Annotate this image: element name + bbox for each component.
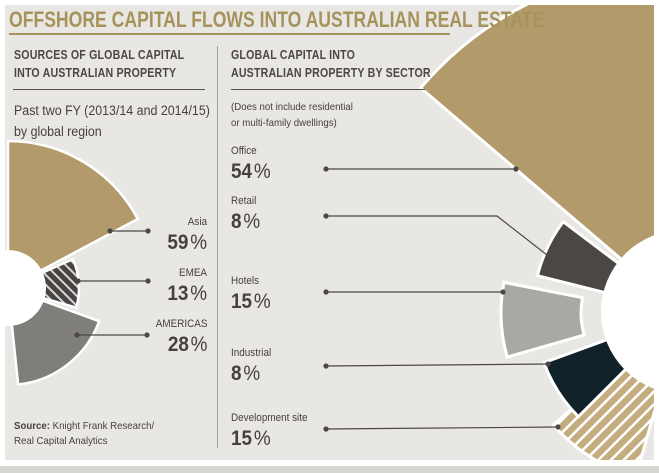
wedge-hotels xyxy=(499,280,586,359)
label-asia-value: 59 xyxy=(167,231,189,254)
leader-dot-americas xyxy=(144,332,150,338)
label-development-site-suffix: % xyxy=(253,427,271,450)
label-office: Office 54% xyxy=(231,145,275,183)
label-hotels-value: 15 xyxy=(231,290,253,313)
note-line2: or multi-family dwellings) xyxy=(231,117,337,129)
leader-line-development-site xyxy=(325,426,559,430)
note-line1: (Does not include residential xyxy=(231,101,353,113)
label-development-site-value: 15 xyxy=(231,427,253,450)
label-americas-value: 28 xyxy=(167,333,189,356)
right-chart-note: (Does not include residential or multi-f… xyxy=(231,99,364,131)
leader-dot-hotels xyxy=(500,289,506,295)
left-donut-hole xyxy=(5,250,46,326)
label-hotels-pct: 15% xyxy=(231,291,271,312)
label-office-suffix: % xyxy=(253,160,271,183)
page-edge xyxy=(0,466,659,473)
label-hotels-name: Hotels xyxy=(231,275,260,287)
leader-dot-office xyxy=(323,166,329,172)
source-line1: Source: Knight Frank Research/ xyxy=(14,419,154,434)
source-label: Source: xyxy=(14,420,50,432)
label-retail-pct: 8% xyxy=(231,211,260,232)
leader-dot-americas xyxy=(74,332,80,338)
leader-line-retail xyxy=(326,215,557,263)
label-development-site-name: Development site xyxy=(231,412,308,424)
source-line2: Real Capital Analytics xyxy=(14,435,108,447)
label-hotels: Hotels 15% xyxy=(231,275,275,313)
label-emea-value: 13 xyxy=(167,282,189,305)
label-hotels-suffix: % xyxy=(253,290,271,313)
leader-line-industrial xyxy=(325,363,549,367)
label-office-pct: 54% xyxy=(231,161,271,182)
label-retail-suffix: % xyxy=(243,210,261,233)
title-underline xyxy=(9,33,450,35)
label-office-name: Office xyxy=(231,145,257,157)
right-heading-line2: AUSTRALIAN PROPERTY BY SECTOR xyxy=(231,66,431,80)
right-panel-heading: GLOBAL CAPITAL INTO AUSTRALIAN PROPERTY … xyxy=(231,46,466,82)
subtitle-line1: Past two FY (2013/14 and 2014/15) xyxy=(14,103,210,118)
leader-dot-development-site xyxy=(555,424,561,430)
source-credit: Source: Knight Frank Research/ Real Capi… xyxy=(14,419,166,449)
label-office-value: 54 xyxy=(231,160,253,183)
label-asia-pct: 59% xyxy=(167,232,207,253)
left-heading-line1: SOURCES OF GLOBAL CAPITAL xyxy=(14,48,185,62)
leader-dot-industrial xyxy=(323,363,329,369)
label-retail: Retail 8% xyxy=(231,195,263,233)
leader-dot-development-site xyxy=(323,426,329,432)
leader-dot-emea xyxy=(145,278,151,284)
label-americas-name: AMERICAS xyxy=(155,318,207,330)
label-retail-value: 8 xyxy=(231,210,242,233)
wedge-asia xyxy=(6,139,140,273)
leader-dot-asia xyxy=(107,228,113,234)
left-panel-heading: SOURCES OF GLOBAL CAPITAL INTO AUSTRALIA… xyxy=(14,46,214,82)
left-heading-line2: INTO AUSTRALIAN PROPERTY xyxy=(14,66,177,80)
leader-dot-office xyxy=(513,166,519,172)
charts-svg xyxy=(5,5,654,460)
label-emea: EMEA 13% xyxy=(163,267,207,305)
label-development-site: Development site 15% xyxy=(231,412,316,450)
label-industrial-pct: 8% xyxy=(231,363,271,384)
leader-dot-asia xyxy=(145,228,151,234)
label-emea-name: EMEA xyxy=(178,267,207,279)
label-industrial-name: Industrial xyxy=(231,347,272,359)
label-retail-name: Retail xyxy=(231,195,257,207)
label-industrial-suffix: % xyxy=(243,362,261,385)
leader-dot-hotels xyxy=(323,289,329,295)
leader-dot-industrial xyxy=(545,361,551,367)
label-development-site-pct: 15% xyxy=(231,428,308,449)
infographic-card xyxy=(5,5,654,460)
leader-dot-emea xyxy=(75,278,81,284)
label-asia-suffix: % xyxy=(190,231,207,254)
leader-dot-retail xyxy=(553,259,559,265)
right-heading-line1: GLOBAL CAPITAL INTO xyxy=(231,48,356,62)
label-emea-suffix: % xyxy=(190,282,207,305)
label-americas-suffix: % xyxy=(190,333,207,356)
right-donut-hole xyxy=(601,235,654,389)
label-americas-pct: 28% xyxy=(155,334,207,355)
source-text1: Knight Frank Research/ xyxy=(52,420,155,432)
right-heading-rule xyxy=(231,89,425,90)
panel-divider xyxy=(217,46,218,448)
left-chart-subtitle: Past two FY (2013/14 and 2014/15) by glo… xyxy=(14,100,227,142)
label-industrial-value: 8 xyxy=(231,362,242,385)
label-americas: AMERICAS 28% xyxy=(150,318,207,356)
label-emea-pct: 13% xyxy=(167,283,207,304)
label-industrial: Industrial 8% xyxy=(231,347,276,385)
left-heading-rule xyxy=(13,89,205,90)
subtitle-line2: by global region xyxy=(14,124,102,139)
page-title: OFFSHORE CAPITAL FLOWS INTO AUSTRALIAN R… xyxy=(9,7,545,32)
wedge-office xyxy=(418,5,654,263)
label-asia: Asia 59% xyxy=(163,216,207,254)
leader-dot-retail xyxy=(323,213,329,219)
label-asia-name: Asia xyxy=(187,216,207,228)
